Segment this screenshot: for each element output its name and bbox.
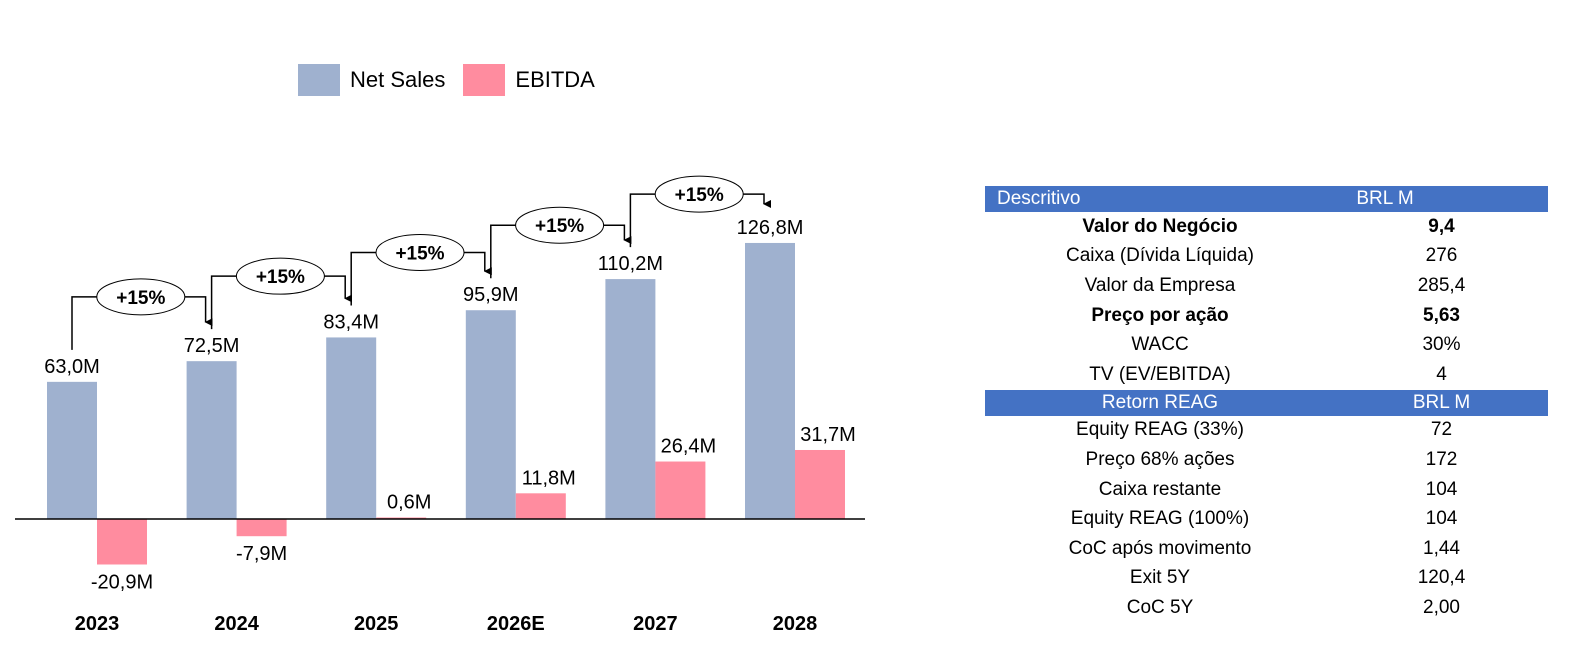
table-row: TV (EV/EBITDA) 4 <box>985 360 1548 390</box>
row-label: WACC <box>1131 334 1189 356</box>
row-value: 4 <box>1436 363 1447 385</box>
data-label: 11,8M <box>522 467 576 489</box>
bar-net-sales <box>326 337 377 519</box>
row-value: 276 <box>1425 245 1458 267</box>
header-label: Retorn REAG <box>1101 391 1219 413</box>
data-label: 110,2M <box>598 253 663 275</box>
row-label: Caixa (Dívida Líquida) <box>1066 245 1254 267</box>
growth-bubble <box>96 278 186 316</box>
data-label: 126,8M <box>737 217 804 239</box>
row-label: Caixa restante <box>1098 478 1222 500</box>
row-value: 172 <box>1425 448 1458 470</box>
data-label: -7,9M <box>236 543 287 565</box>
row-label: Valor do Negócio <box>1082 215 1238 237</box>
data-label: 83,4M <box>323 311 379 333</box>
data-label: -20,9M <box>91 571 153 593</box>
bar-ebitda <box>795 449 845 519</box>
legend-ebitda: EBITDA <box>463 64 595 96</box>
row-value: 1,44 <box>1423 537 1460 559</box>
row-value: 120,4 <box>1417 567 1466 589</box>
table-row: Preço 68% ações 172 <box>985 445 1548 475</box>
table-row: Exit 5Y 120,4 <box>985 564 1548 594</box>
growth-label: +15% <box>535 216 584 237</box>
table-row: Equity REAG (100%) 104 <box>985 504 1548 534</box>
row-label: Equity REAG (100%) <box>1070 508 1250 530</box>
legend-swatch-net-sales <box>298 64 340 96</box>
bar-ebitda <box>236 519 287 537</box>
table-row: Valor do Negócio 9,4 <box>985 212 1548 242</box>
growth-label: +15% <box>116 288 165 309</box>
table-header-retorn: Retorn REAG BRL M <box>985 389 1548 416</box>
row-value: 9,4 <box>1428 215 1455 237</box>
bar-net-sales <box>186 361 237 519</box>
row-value: 72 <box>1430 419 1453 441</box>
row-value: 5,63 <box>1423 304 1460 326</box>
bar-chart: 63,0M -20,9M 2023 72,5M -7,9M 2024 83,4M 0,6M 20… <box>15 175 865 635</box>
growth-label: +15% <box>395 243 444 264</box>
table-row: Valor da Empresa 285,4 <box>985 271 1548 301</box>
legend-swatch-ebitda <box>463 64 506 96</box>
table-row: Caixa (Dívida Líquida) 276 <box>985 242 1548 272</box>
data-label: 31,7M <box>800 424 856 446</box>
header-label: Descritivo <box>997 188 1081 209</box>
growth-label: +15% <box>256 267 305 288</box>
growth-bubble <box>515 206 605 244</box>
row-value: 104 <box>1425 478 1458 500</box>
bar-net-sales <box>745 242 795 519</box>
legend-label: EBITDA <box>515 67 595 92</box>
x-tick-label: 2028 <box>773 613 818 635</box>
data-label: 95,9M <box>463 284 519 306</box>
table-section-descritivo: Valor do Negócio 9,4 Caixa (Dívida Líquida… <box>985 212 1548 390</box>
valuation-table: Descritivo BRL M Valor do Negócio 9,4 Caix… <box>985 186 1548 623</box>
growth-bubble <box>375 233 465 271</box>
table-row: CoC 5Y 2,00 <box>985 593 1548 623</box>
row-value: 30% <box>1422 334 1461 356</box>
row-value: 285,4 <box>1417 274 1466 296</box>
row-label: Equity REAG (33%) <box>1076 419 1244 441</box>
growth-bubble <box>654 175 744 213</box>
x-tick-label: 2026E <box>487 613 545 635</box>
bar-net-sales <box>465 310 516 519</box>
row-label: Preço 68% ações <box>1085 448 1235 470</box>
header-unit: BRL M <box>1412 391 1471 413</box>
bar-ebitda <box>655 461 706 519</box>
row-value: 2,00 <box>1423 596 1460 618</box>
x-tick-label: 2025 <box>354 613 399 635</box>
row-label: Valor da Empresa <box>1084 274 1236 296</box>
row-label: CoC após movimento <box>1068 537 1252 559</box>
growth-bubble <box>235 257 325 295</box>
bar-net-sales <box>605 279 656 519</box>
legend-net-sales: Net Sales <box>298 64 445 96</box>
x-tick-label: 2024 <box>214 613 259 635</box>
data-label: 26,4M <box>661 436 717 458</box>
row-label: TV (EV/EBITDA) <box>1089 363 1231 385</box>
table-header-descritivo: Descritivo BRL M <box>985 186 1548 212</box>
row-label: Exit 5Y <box>1129 567 1191 589</box>
bar-ebitda <box>97 519 147 565</box>
table-row: Preço por ação 5,63 <box>985 301 1548 331</box>
table-section-retorn: Equity REAG (33%) 72 Preço 68% ações 172 Cai… <box>985 416 1548 623</box>
bar-net-sales <box>47 381 97 519</box>
table-row: Equity REAG (33%) 72 <box>985 416 1548 446</box>
data-label: 0,6M <box>387 492 431 514</box>
x-tick-label: 2027 <box>633 613 678 635</box>
row-label: Preço por ação <box>1091 304 1229 326</box>
data-label: 63,0M <box>44 356 100 378</box>
growth-label: +15% <box>675 185 724 206</box>
data-label: 72,5M <box>184 335 240 357</box>
row-label: CoC 5Y <box>1126 596 1194 618</box>
header-unit: BRL M <box>1356 188 1414 209</box>
legend: Net Sales EBITDA <box>298 64 613 96</box>
table-row: Caixa restante 104 <box>985 475 1548 505</box>
table-row: CoC após movimento 1,44 <box>985 534 1548 564</box>
row-value: 104 <box>1425 508 1458 530</box>
legend-label: Net Sales <box>350 67 446 92</box>
x-tick-label: 2023 <box>75 613 120 635</box>
table-row: WACC 30% <box>985 330 1548 360</box>
bar-ebitda <box>515 493 566 519</box>
